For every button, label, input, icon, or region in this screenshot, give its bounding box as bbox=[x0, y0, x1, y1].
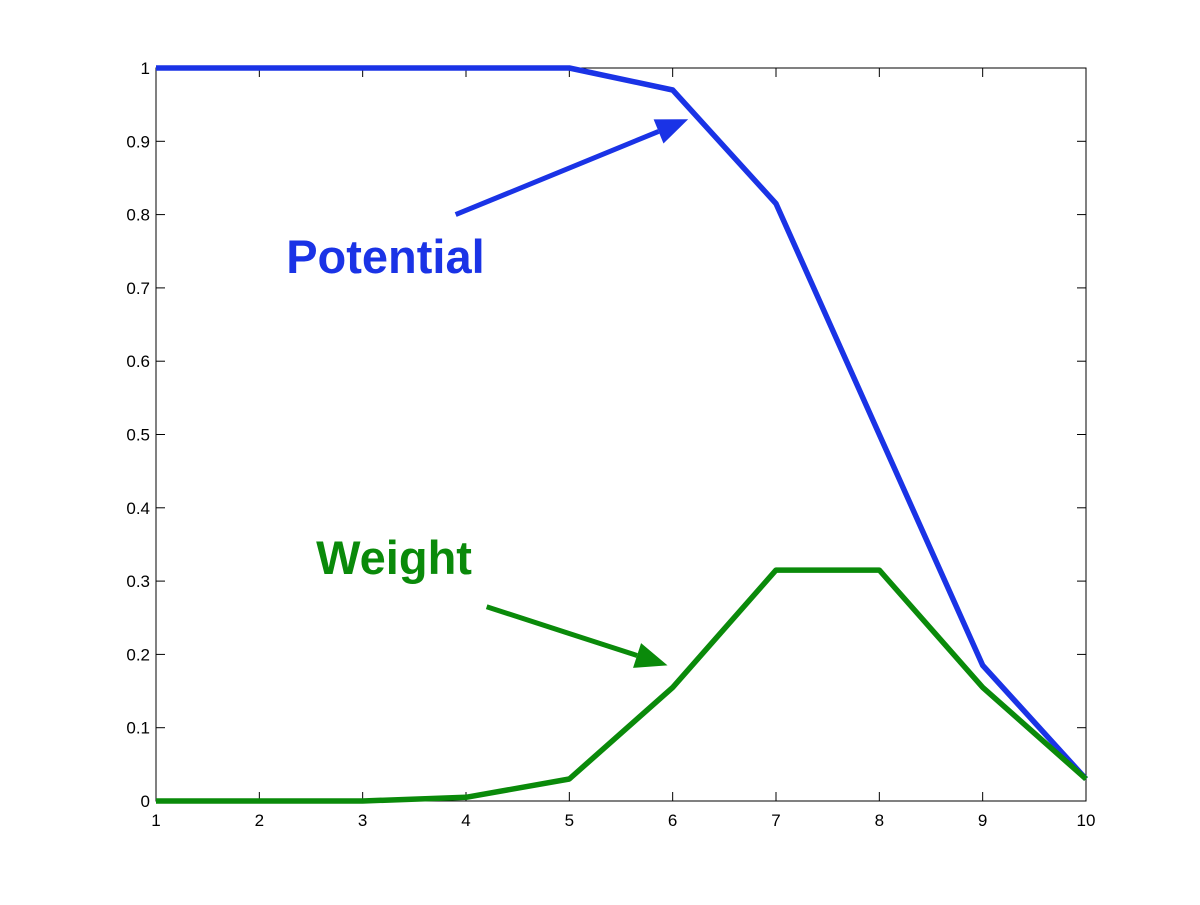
y-tick-label: 0.8 bbox=[126, 206, 150, 225]
x-tick-label: 4 bbox=[461, 811, 470, 830]
x-tick-label: 1 bbox=[151, 811, 160, 830]
y-tick-label: 0.1 bbox=[126, 719, 150, 738]
weight-arrow-shaft bbox=[485, 604, 638, 658]
x-tick-label: 7 bbox=[771, 811, 780, 830]
x-tick-label: 5 bbox=[565, 811, 574, 830]
series-lines bbox=[156, 65, 1089, 804]
y-tick-label: 0.3 bbox=[126, 572, 150, 591]
x-tick-label: 9 bbox=[978, 811, 987, 830]
y-tick-label: 0.4 bbox=[126, 499, 150, 518]
potential-line bbox=[156, 65, 1089, 781]
x-tick-label: 6 bbox=[668, 811, 677, 830]
x-tick-label: 10 bbox=[1077, 811, 1096, 830]
weight-annotation-label: Weight bbox=[316, 531, 472, 584]
annotations: Potential Weight bbox=[286, 119, 689, 668]
y-tick-label: 0 bbox=[141, 792, 150, 811]
potential-arrow-head bbox=[653, 119, 689, 144]
y-tick-label: 0.6 bbox=[126, 352, 150, 371]
y-tick-label: 0.7 bbox=[126, 279, 150, 298]
y-tick-label: 1 bbox=[141, 59, 150, 78]
potential-arrow-shaft bbox=[454, 129, 660, 217]
plot-area-box bbox=[155, 67, 1087, 802]
x-tick-label: 8 bbox=[875, 811, 884, 830]
potential-annotation-label: Potential bbox=[286, 230, 484, 283]
y-tick-label: 0.9 bbox=[126, 132, 150, 151]
y-tick-label: 0.5 bbox=[126, 426, 150, 445]
axis-ticks: 1 2 3 4 5 6 7 8 9 10 0 0.1 0.2 0.3 0.4 0.5 0.6 0.7 0.8 0.9 1 bbox=[126, 59, 1095, 830]
weight-arrow-head bbox=[633, 643, 668, 668]
x-tick-label: 2 bbox=[255, 811, 264, 830]
x-tick-label: 3 bbox=[358, 811, 367, 830]
y-tick-label: 0.2 bbox=[126, 645, 150, 664]
weight-line bbox=[156, 567, 1088, 804]
